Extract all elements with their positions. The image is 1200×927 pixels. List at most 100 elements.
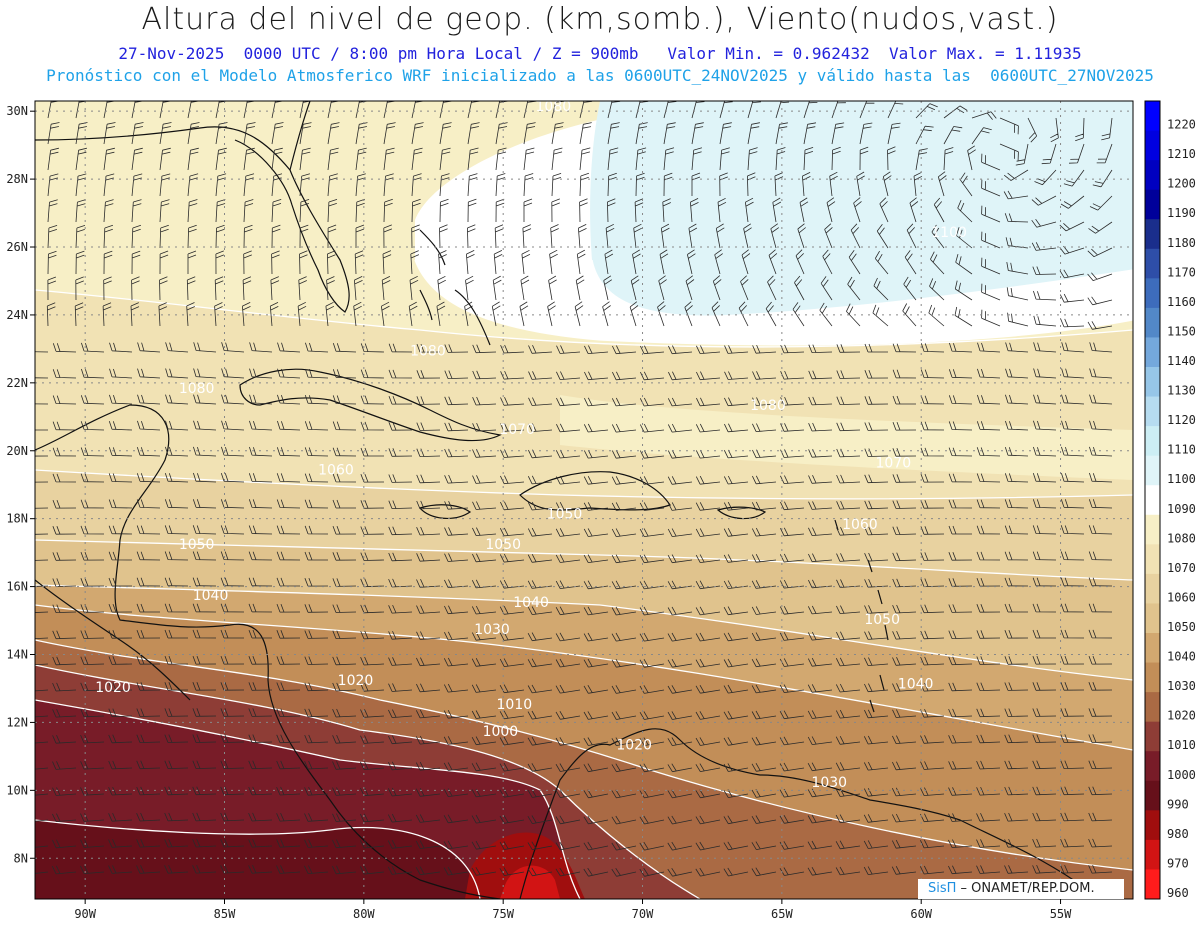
contour-label: 1080 bbox=[536, 99, 572, 115]
colorbar-swatch bbox=[1145, 662, 1160, 693]
lat-label: 30N bbox=[6, 104, 28, 118]
colorbar-swatch bbox=[1145, 485, 1160, 516]
colorbar-label: 980 bbox=[1167, 827, 1189, 841]
colorbar-label: 1030 bbox=[1167, 679, 1196, 693]
colorbar-swatch bbox=[1145, 633, 1160, 664]
lat-label: 14N bbox=[6, 648, 28, 662]
contour-label: 1060 bbox=[842, 517, 878, 533]
contour-label: 1020 bbox=[338, 673, 374, 689]
contour-label: 1080 bbox=[750, 398, 786, 414]
colorbar-swatch bbox=[1145, 869, 1160, 900]
lat-label: 28N bbox=[6, 172, 28, 186]
wind-barbs bbox=[35, 101, 1113, 877]
colorbar-swatch bbox=[1145, 751, 1160, 782]
lat-label: 16N bbox=[6, 580, 28, 594]
lat-label: 18N bbox=[6, 512, 28, 526]
contour-label: 1040 bbox=[513, 595, 549, 611]
colorbar-label: 1130 bbox=[1167, 384, 1196, 398]
lat-label: 22N bbox=[6, 376, 28, 390]
colorbar-label: 1070 bbox=[1167, 561, 1196, 575]
lon-label: 60W bbox=[910, 907, 932, 921]
contour-label: 1000 bbox=[483, 724, 519, 740]
colorbar-swatch bbox=[1145, 278, 1160, 309]
colorbar-swatch bbox=[1145, 101, 1160, 132]
contour-label: 1020 bbox=[95, 680, 131, 696]
colorbar-swatch bbox=[1145, 219, 1160, 250]
contour-label: 1050 bbox=[179, 537, 215, 553]
lon-label: 65W bbox=[771, 907, 793, 921]
chart-title: Altura del nivel de geop. (km,somb.), Vi… bbox=[141, 2, 1059, 37]
plot-frame bbox=[34, 100, 1134, 900]
colorbar-label: 1060 bbox=[1167, 590, 1196, 604]
colorbar-swatch bbox=[1145, 573, 1160, 604]
contour-label: 1030 bbox=[811, 775, 847, 791]
contour-label: 1080 bbox=[179, 381, 215, 397]
colorbar-label: 1220 bbox=[1167, 118, 1196, 132]
colorbar-swatch bbox=[1145, 839, 1160, 870]
colorbar-swatch bbox=[1145, 514, 1160, 545]
lat-label: 10N bbox=[6, 783, 28, 797]
colorbar-swatch bbox=[1145, 248, 1160, 279]
colorbar-label: 1040 bbox=[1167, 650, 1196, 664]
contour-label: 1020 bbox=[616, 738, 652, 754]
contour-label: 1060 bbox=[318, 463, 354, 479]
lon-label: 55W bbox=[1050, 907, 1072, 921]
sispi-brand: SisΠ bbox=[928, 881, 957, 896]
colorbar-label: 1010 bbox=[1167, 738, 1196, 752]
colorbar-label: 1050 bbox=[1167, 620, 1196, 634]
lat-label: 12N bbox=[6, 715, 28, 729]
colorbar-label: 1080 bbox=[1167, 531, 1196, 545]
contour-label: 1040 bbox=[193, 588, 229, 604]
colorbar-label: 1170 bbox=[1167, 265, 1196, 279]
contour-label: 1050 bbox=[485, 537, 521, 553]
colorbar-label: 1100 bbox=[1167, 472, 1196, 486]
colorbar-swatch bbox=[1145, 130, 1160, 161]
colorbar-label: 1150 bbox=[1167, 324, 1196, 338]
lat-label: 24N bbox=[6, 308, 28, 322]
colorbar-swatch bbox=[1145, 721, 1160, 752]
colorbar-swatch bbox=[1145, 603, 1160, 634]
colorbar-swatch bbox=[1145, 692, 1160, 723]
colorbar-label: 1110 bbox=[1167, 443, 1196, 457]
contour-label: 1030 bbox=[474, 622, 510, 638]
colorbar-swatch bbox=[1145, 396, 1160, 427]
lon-label: 85W bbox=[214, 907, 236, 921]
credit-logo: SisΠ – ONAMET/REP.DOM. bbox=[918, 879, 1124, 899]
colorbar-label: 1190 bbox=[1167, 206, 1196, 220]
colorbar-label: 1000 bbox=[1167, 768, 1196, 782]
lat-label: 8N bbox=[14, 851, 28, 865]
colorbar-label: 970 bbox=[1167, 856, 1189, 870]
colorbar-label: 1020 bbox=[1167, 709, 1196, 723]
credit-text: – ONAMET/REP.DOM. bbox=[956, 881, 1095, 896]
subtitle-date-values: 27-Nov-2025 0000 UTC / 8:00 pm Hora Loca… bbox=[118, 44, 1082, 63]
colorbar-label: 1140 bbox=[1167, 354, 1196, 368]
map-axes: 90W 85W 80W 75W 70W 65W 60W 55W 8N 10N 12N 14N 16N 18… bbox=[6, 104, 1072, 921]
lon-label: 70W bbox=[632, 907, 654, 921]
colorbar-swatch bbox=[1145, 426, 1160, 457]
contour-label: 1070 bbox=[499, 422, 535, 438]
lon-label: 80W bbox=[353, 907, 375, 921]
colorbar-label: 960 bbox=[1167, 886, 1189, 900]
coastlines bbox=[35, 101, 1101, 899]
colorbar-label: 1160 bbox=[1167, 295, 1196, 309]
contour-label: 1100 bbox=[931, 225, 967, 241]
contour-lines bbox=[35, 259, 1133, 899]
contour-label: 1010 bbox=[497, 697, 533, 713]
lat-label: 20N bbox=[6, 444, 28, 458]
colorbar-label: 1210 bbox=[1167, 147, 1196, 161]
lat-label: 26N bbox=[6, 240, 28, 254]
colorbar-swatch bbox=[1145, 337, 1160, 368]
contour-label: 1050 bbox=[864, 612, 900, 628]
lon-label: 90W bbox=[74, 907, 96, 921]
colorbar-frame bbox=[1144, 100, 1161, 900]
colorbar-swatch bbox=[1145, 544, 1160, 575]
colorbar-swatch bbox=[1145, 780, 1160, 811]
height-field: 1080 1100 1080 1080 1080 1070 1070 1060 1060 1050… bbox=[35, 99, 1133, 899]
wind-barb-field bbox=[35, 101, 1113, 877]
colorbar-swatch bbox=[1145, 367, 1160, 398]
contour-label: 1050 bbox=[547, 507, 583, 523]
colorbar-label: 1200 bbox=[1167, 177, 1196, 191]
contour-label: 1070 bbox=[876, 456, 912, 472]
colorbar-label: 990 bbox=[1167, 797, 1189, 811]
